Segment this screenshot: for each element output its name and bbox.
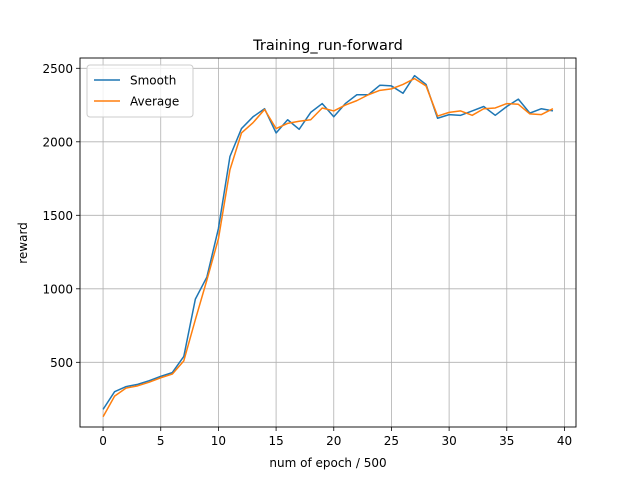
x-tick-label: 20 (326, 434, 341, 448)
x-tick-label: 35 (499, 434, 514, 448)
legend: Smooth Average (86, 64, 194, 118)
x-tick-label: 5 (157, 434, 165, 448)
axis-ticks: 0 5 10 15 20 25 30 35 40 500 1000 1500 2000 2500 (42, 62, 572, 448)
legend-label-smooth: Smooth (130, 74, 176, 88)
x-tick-label: 40 (557, 434, 572, 448)
series-line-average (102, 77, 554, 418)
x-tick-label: 25 (384, 434, 399, 448)
y-tick-label: 2500 (42, 62, 73, 76)
x-tick-label: 30 (441, 434, 456, 448)
x-tick-label: 15 (268, 434, 283, 448)
grid (80, 58, 576, 427)
y-tick-label: 1500 (42, 209, 73, 223)
y-tick-label: 500 (50, 356, 73, 370)
series-line-smooth (102, 74, 554, 410)
x-tick-label: 0 (99, 434, 107, 448)
series-lines (102, 74, 554, 418)
y-tick-label: 2000 (42, 135, 73, 149)
chart-title: Training_run-forward (252, 38, 403, 54)
y-axis-label: reward (16, 222, 30, 264)
x-tick-label: 10 (211, 434, 226, 448)
legend-label-average: Average (130, 95, 179, 109)
y-tick-label: 1000 (42, 282, 73, 296)
x-axis-label: num of epoch / 500 (269, 456, 386, 470)
legend-box (86, 64, 194, 118)
plot-frame (79, 57, 577, 428)
